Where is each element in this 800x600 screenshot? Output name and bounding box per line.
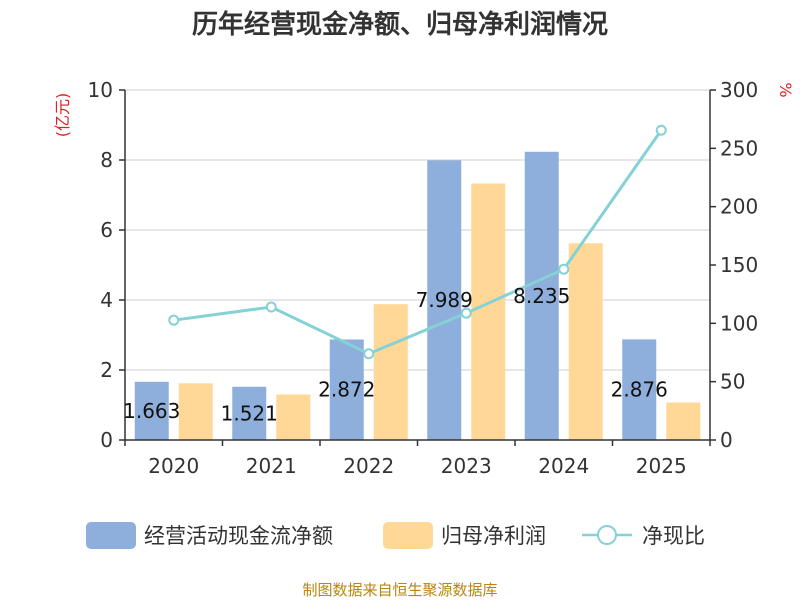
right-tick-label: 300 xyxy=(720,78,758,102)
right-tick-label: 0 xyxy=(720,428,733,452)
left-tick-label: 10 xyxy=(88,78,113,102)
ratio-point-2021 xyxy=(265,301,277,313)
right-tick-label: 50 xyxy=(720,370,745,394)
x-tick-label: 2025 xyxy=(636,454,687,478)
ratio-point-2024 xyxy=(558,263,570,275)
data-label-2022: 2.872 xyxy=(318,378,375,402)
cash-flow-bar-2020 xyxy=(134,381,169,440)
ratio-point-2022 xyxy=(363,348,375,360)
net-profit-bar-2023 xyxy=(471,183,506,440)
left-axis-unit: (亿元) xyxy=(53,93,72,138)
x-tick-label: 2020 xyxy=(148,454,199,478)
x-tick-label: 2022 xyxy=(343,454,394,478)
legend-item-net-profit[interactable]: 归母净利润 xyxy=(383,522,546,549)
x-tick-label: 2024 xyxy=(538,454,589,478)
net-profit-bar-2024 xyxy=(568,243,603,440)
ratio-line xyxy=(168,124,667,360)
left-tick-label: 8 xyxy=(100,148,113,172)
cash-flow-bar-2025 xyxy=(622,339,657,440)
x-tick-label: 2023 xyxy=(441,454,492,478)
left-tick-label: 2 xyxy=(100,358,113,382)
net-profit-bar-2022 xyxy=(373,304,408,440)
right-tick-label: 150 xyxy=(720,253,758,277)
right-tick-label: 250 xyxy=(720,136,758,160)
left-tick-label: 0 xyxy=(100,428,113,452)
legend-item-ratio[interactable]: 净现比 xyxy=(582,524,705,548)
ratio-point-2020 xyxy=(168,314,180,326)
legend-item-cash-flow[interactable]: 经营活动现金流净额 xyxy=(86,522,333,549)
legend-label: 经营活动现金流净额 xyxy=(144,524,333,548)
ratio-point-2023 xyxy=(460,307,472,319)
cash-flow-bar-2023 xyxy=(427,160,462,440)
net-profit-bar-2020 xyxy=(178,383,213,440)
x-tick-label: 2021 xyxy=(246,454,297,478)
chart-title: 历年经营现金净额、归母净利润情况 xyxy=(192,9,608,40)
cash-flow-bar-2022 xyxy=(329,339,364,440)
legend-swatch xyxy=(86,522,136,549)
data-label-2024: 8.235 xyxy=(513,284,570,308)
left-tick-label: 6 xyxy=(100,218,113,242)
source-note: 制图数据来自恒生聚源数据库 xyxy=(302,581,497,599)
data-label-2020: 1.663 xyxy=(123,399,180,423)
cash-flow-bar-2021 xyxy=(232,386,267,440)
ratio-line-path xyxy=(173,129,663,356)
legend-marker xyxy=(597,525,617,545)
legend[interactable]: 经营活动现金流净额 归母净利润 净现比 xyxy=(86,522,705,549)
gridlines xyxy=(125,89,710,371)
net-profit-bar-2021 xyxy=(276,394,311,440)
data-labels: 1.663 1.521 2.872 7.989 8.235 2.876 xyxy=(123,284,668,425)
cash-flow-bar-2024 xyxy=(524,151,559,440)
legend-swatch xyxy=(383,522,433,549)
net-profit-bar-2025 xyxy=(666,402,701,440)
data-label-2023: 7.989 xyxy=(416,288,473,312)
right-tick-label: 200 xyxy=(720,195,758,219)
data-label-2025: 2.876 xyxy=(611,378,668,402)
legend-label: 归母净利润 xyxy=(441,524,546,548)
legend-label: 净现比 xyxy=(642,524,705,548)
right-tick-label: 100 xyxy=(720,311,758,335)
right-axis-unit: % xyxy=(776,82,795,97)
data-label-2021: 1.521 xyxy=(221,401,278,425)
ratio-point-2025 xyxy=(655,124,667,136)
bars xyxy=(134,151,701,440)
left-tick-label: 4 xyxy=(100,288,113,312)
